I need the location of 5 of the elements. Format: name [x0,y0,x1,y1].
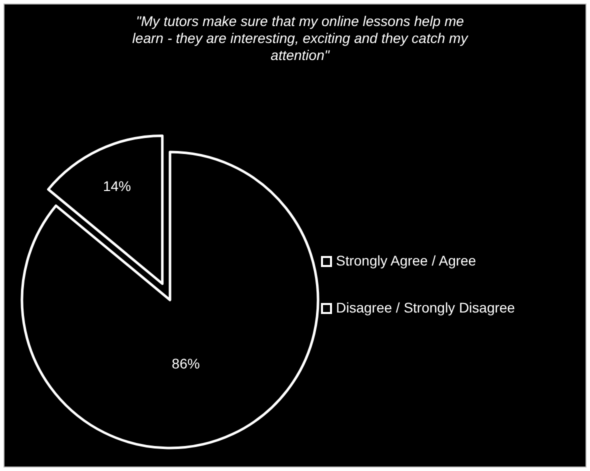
legend-label: Disagree / Strongly Disagree [336,300,516,316]
data-label: 14% [102,178,131,194]
data-label: 86% [172,355,200,372]
chart-title: "My tutors make sure that my online lessons help me learn - they are interesting, exciting and they catch my attention" [132,13,469,63]
legend-label: Strongly Agree / Agree [336,252,476,269]
